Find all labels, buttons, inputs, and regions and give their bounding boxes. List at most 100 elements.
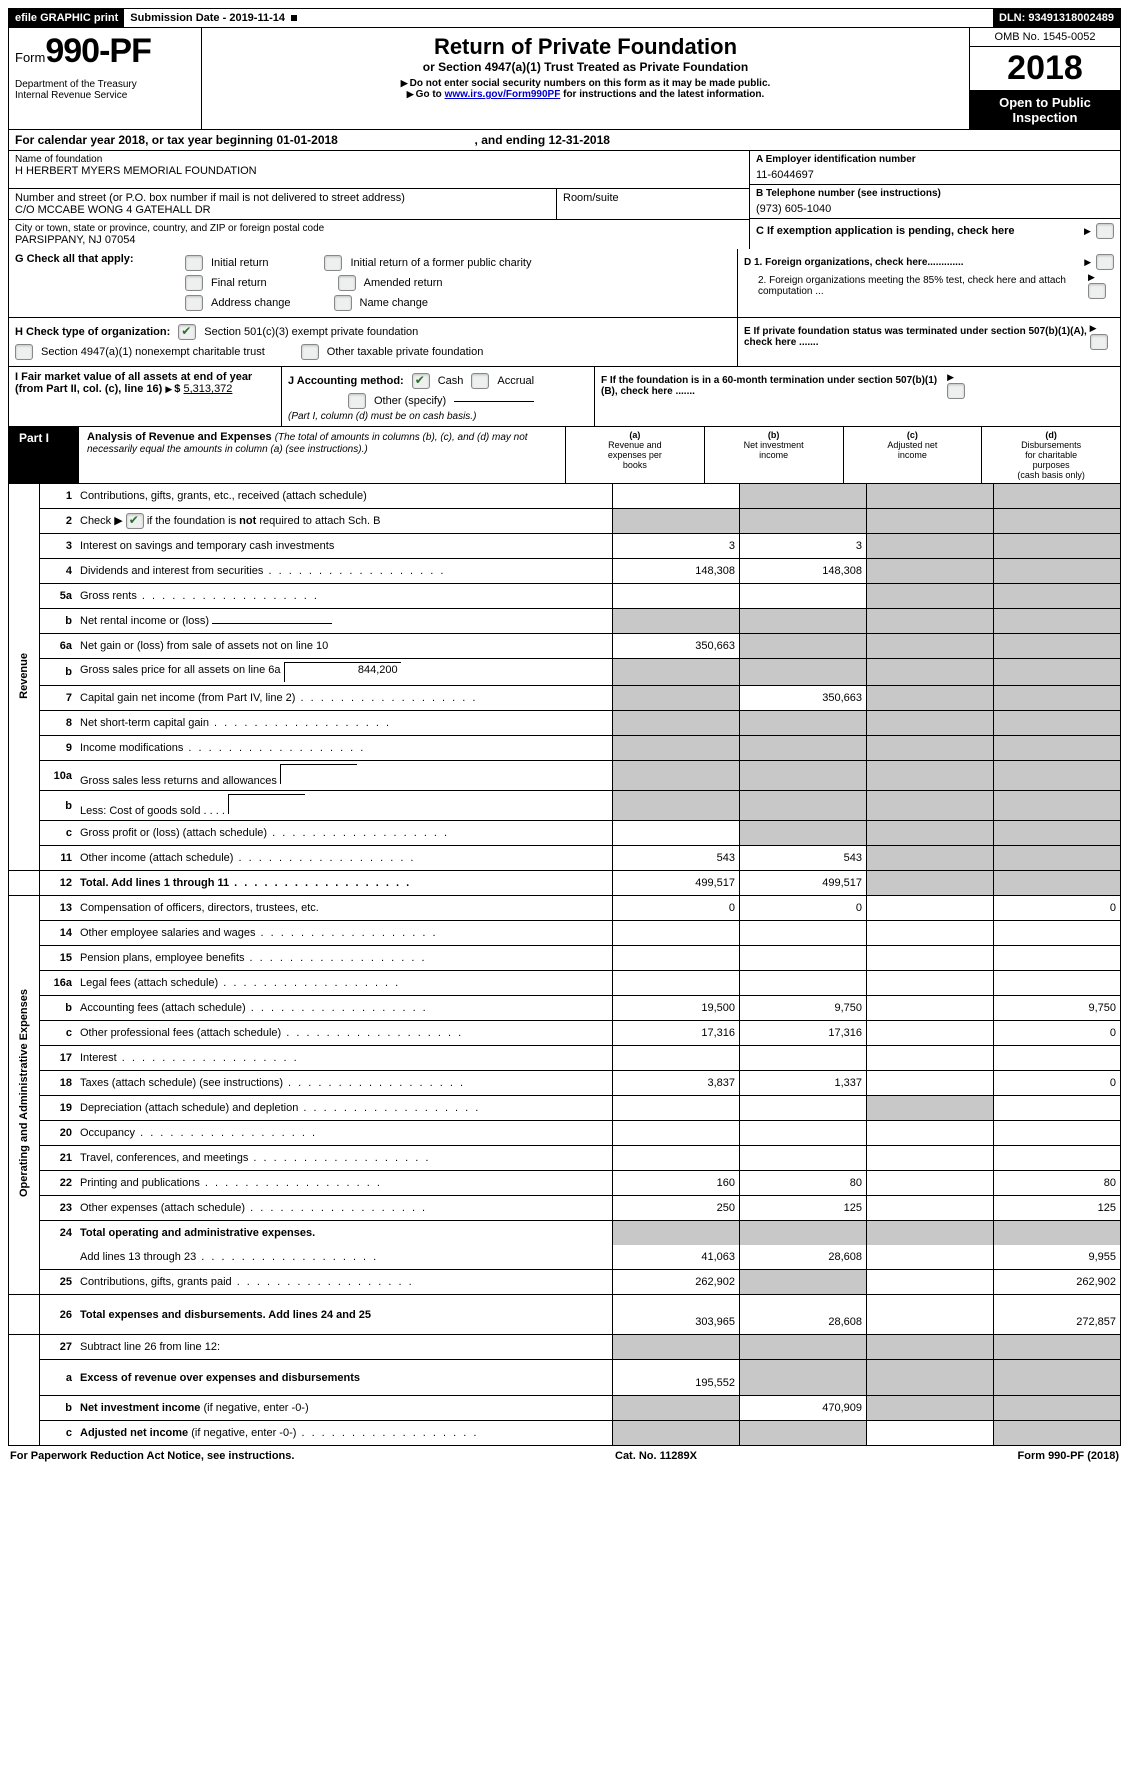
table-row: 17Interest <box>9 1046 1121 1071</box>
table-row: cAdjusted net income (if negative, enter… <box>9 1421 1121 1446</box>
paperwork-notice: For Paperwork Reduction Act Notice, see … <box>10 1450 294 1462</box>
phone-cell: B Telephone number (see instructions) (9… <box>750 185 1120 219</box>
checkbox-c[interactable] <box>1096 223 1114 239</box>
section-j: J Accounting method: Cash Accrual Other … <box>281 367 594 426</box>
table-row: 12Total. Add lines 1 through 11 499,5174… <box>9 871 1121 896</box>
checkbox-4947a1[interactable] <box>15 344 33 360</box>
checkbox-initial-former[interactable] <box>324 255 342 271</box>
arrow-icon <box>1084 257 1093 268</box>
arrow-icon <box>1090 323 1099 334</box>
checkbox-schb[interactable] <box>126 513 144 529</box>
gross-sales-box: 844,200 <box>284 662 401 682</box>
top-bar: efile GRAPHIC print Submission Date - 20… <box>8 8 1121 28</box>
checkbox-other-method[interactable] <box>348 393 366 409</box>
table-row: aExcess of revenue over expenses and dis… <box>9 1360 1121 1396</box>
col-d-header: (d)Disbursementsfor charitablepurposes(c… <box>981 427 1120 483</box>
table-row: 14Other employee salaries and wages <box>9 921 1121 946</box>
col-c-header: (c)Adjusted netincome <box>843 427 982 483</box>
checkbox-address-change[interactable] <box>185 295 203 311</box>
table-row: b Less: Cost of goods sold . . . . <box>9 791 1121 821</box>
section-i: I Fair market value of all assets at end… <box>9 367 281 426</box>
table-row: 9Income modifications <box>9 736 1121 761</box>
arrow-icon <box>947 372 956 383</box>
table-row: bNet investment income (if negative, ent… <box>9 1396 1121 1421</box>
table-row: 23Other expenses (attach schedule) 25012… <box>9 1196 1121 1221</box>
header-mid: Return of Private Foundation or Section … <box>202 28 969 129</box>
table-row: 24Total operating and administrative exp… <box>9 1221 1121 1246</box>
address-cell: Number and street (or P.O. box number if… <box>9 189 556 220</box>
table-row: bNet rental income or (loss) <box>9 609 1121 634</box>
open-inspection: Open to Public Inspection <box>970 91 1120 129</box>
arrow-icon <box>1084 225 1093 237</box>
table-row: 27Subtract line 26 from line 12: <box>9 1335 1121 1360</box>
form-header: Form990-PF Department of the Treasury In… <box>8 28 1121 130</box>
checkbox-final-return[interactable] <box>185 275 203 291</box>
cogs-box <box>228 794 305 814</box>
table-row: 18Taxes (attach schedule) (see instructi… <box>9 1071 1121 1096</box>
checkbox-d2[interactable] <box>1088 283 1106 299</box>
col-b-header: (b)Net investmentincome <box>704 427 843 483</box>
table-row: 6aNet gain or (loss) from sale of assets… <box>9 634 1121 659</box>
calendar-year-line: For calendar year 2018, or tax year begi… <box>8 130 1121 151</box>
checkbox-amended[interactable] <box>338 275 356 291</box>
exemption-pending: C If exemption application is pending, c… <box>750 219 1120 243</box>
table-row: 3Interest on savings and temporary cash … <box>9 534 1121 559</box>
checkbox-accrual[interactable] <box>471 373 489 389</box>
tax-year: 2018 <box>970 47 1120 91</box>
dln: DLN: 93491318002489 <box>993 9 1120 27</box>
checkbox-f[interactable] <box>947 383 965 399</box>
form-subtitle: or Section 4947(a)(1) Trust Treated as P… <box>208 60 963 74</box>
table-row: Add lines 13 through 23 41,06328,6089,95… <box>9 1245 1121 1270</box>
arrow-icon <box>401 78 410 89</box>
checkbox-d1[interactable] <box>1096 254 1114 270</box>
checkbox-501c3[interactable] <box>178 324 196 340</box>
page-footer: For Paperwork Reduction Act Notice, see … <box>8 1446 1121 1466</box>
part1-label: Part I <box>9 427 79 483</box>
table-row: 10a Gross sales less returns and allowan… <box>9 761 1121 791</box>
part1-desc: Analysis of Revenue and Expenses (The to… <box>79 427 565 483</box>
table-row: 7Capital gain net income (from Part IV, … <box>9 686 1121 711</box>
table-row: 2 Check ▶ if the foundation is not requi… <box>9 509 1121 534</box>
col-a-header: (a)(a) Revenue and expenses per booksRev… <box>565 427 704 483</box>
checkbox-name-change[interactable] <box>334 295 352 311</box>
g-label: G Check all that apply: <box>15 253 155 313</box>
part1-table: Revenue 1 Contributions, gifts, grants, … <box>8 484 1121 1446</box>
checkbox-cash[interactable] <box>412 373 430 389</box>
checkbox-e[interactable] <box>1090 334 1108 350</box>
table-row: cGross profit or (loss) (attach schedule… <box>9 821 1121 846</box>
arrow-icon <box>407 89 416 100</box>
checkbox-initial-return[interactable] <box>185 255 203 271</box>
form-number: Form990-PF <box>15 32 195 71</box>
section-g: G Check all that apply: Initial return I… <box>9 249 737 317</box>
submission-date: Submission Date - 2019-11-14 <box>124 9 291 27</box>
efile-label: efile GRAPHIC print <box>9 9 124 27</box>
table-row: 16aLegal fees (attach schedule) <box>9 971 1121 996</box>
table-row: bAccounting fees (attach schedule) 19,50… <box>9 996 1121 1021</box>
table-row: 11Other income (attach schedule) 543543 <box>9 846 1121 871</box>
section-g-d: G Check all that apply: Initial return I… <box>8 249 1121 318</box>
form-ref: Form 990-PF (2018) <box>1018 1450 1120 1462</box>
room-suite-cell: Room/suite <box>556 189 749 220</box>
table-row: 19Depreciation (attach schedule) and dep… <box>9 1096 1121 1121</box>
fmv-value: 5,313,372 <box>183 383 232 395</box>
table-row: 26Total expenses and disbursements. Add … <box>9 1295 1121 1335</box>
table-row: 25Contributions, gifts, grants paid 262,… <box>9 1270 1121 1295</box>
table-row: 20Occupancy <box>9 1121 1121 1146</box>
form-title: Return of Private Foundation <box>208 34 963 60</box>
table-row: 4Dividends and interest from securities … <box>9 559 1121 584</box>
table-row: 21Travel, conferences, and meetings <box>9 1146 1121 1171</box>
omb-number: OMB No. 1545-0052 <box>970 28 1120 47</box>
revenue-label: Revenue <box>9 484 40 871</box>
checkbox-other-taxable[interactable] <box>301 344 319 360</box>
ssn-warning: Do not enter social security numbers on … <box>208 78 963 89</box>
table-row: Revenue 1 Contributions, gifts, grants, … <box>9 484 1121 509</box>
section-f: F If the foundation is in a 60-month ter… <box>594 367 977 426</box>
header-left: Form990-PF Department of the Treasury In… <box>9 28 202 129</box>
arrow-icon <box>165 383 174 395</box>
irs-label: Internal Revenue Service <box>15 90 195 101</box>
table-row: 5aGross rents <box>9 584 1121 609</box>
section-h: H Check type of organization: Section 50… <box>9 318 737 366</box>
city-cell: City or town, state or province, country… <box>9 220 749 249</box>
irs-link[interactable]: www.irs.gov/Form990PF <box>445 89 561 100</box>
section-e: E If private foundation status was termi… <box>737 318 1120 366</box>
